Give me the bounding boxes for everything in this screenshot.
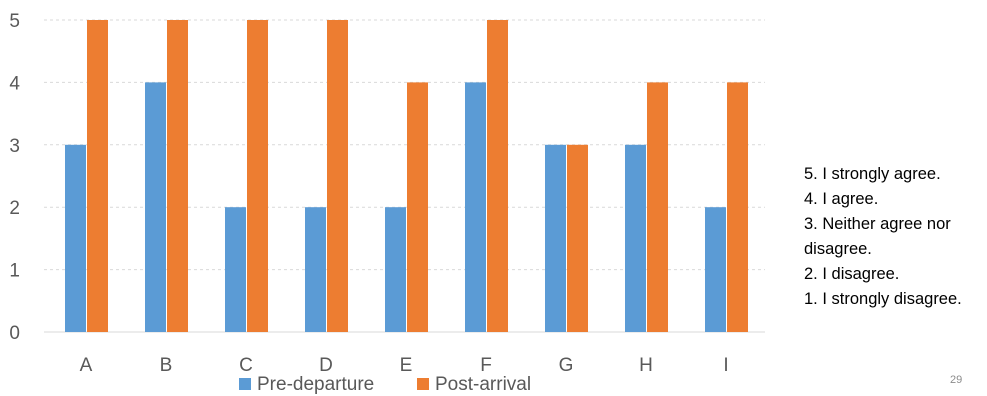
bar-post-arrival-i	[727, 82, 748, 333]
x-tick-label: B	[160, 355, 173, 376]
x-tick-label: A	[80, 355, 93, 376]
bar-post-arrival-b	[167, 20, 188, 332]
bar-pre-departure-d	[305, 207, 326, 332]
scale-line: 1. I strongly disagree.	[804, 290, 962, 308]
y-tick-label: 5	[9, 11, 20, 32]
x-axis-ticks: A B C D E F G H I	[80, 355, 729, 376]
bar-pre-departure-h	[625, 144, 646, 332]
y-tick-label: 1	[9, 261, 20, 282]
x-tick-label: H	[639, 355, 653, 376]
x-tick-label: G	[559, 355, 574, 376]
bar-pre-departure-i	[705, 207, 726, 332]
y-axis-ticks: 0 1 2 3 4 5	[9, 11, 20, 344]
bar-post-arrival-h	[647, 82, 668, 333]
legend-label: Post-arrival	[435, 374, 531, 395]
scale-line: 3. Neither agree nor	[804, 215, 951, 233]
x-tick-label: E	[400, 355, 413, 376]
y-tick-label: 2	[9, 198, 20, 219]
legend-swatch	[417, 378, 429, 390]
x-tick-label: I	[723, 355, 728, 376]
legend-label: Pre-departure	[257, 374, 374, 395]
y-tick-label: 3	[9, 136, 20, 157]
bar-post-arrival-a	[87, 20, 108, 332]
bar-pre-departure-a	[65, 144, 86, 332]
legend-swatch	[239, 378, 251, 390]
y-tick-label: 0	[9, 323, 20, 344]
bar-post-arrival-c	[247, 20, 268, 332]
scale-line: disagree.	[804, 240, 872, 258]
scale-line: 2. I disagree.	[804, 265, 900, 283]
bar-pre-departure-c	[225, 207, 246, 332]
response-scale-legend: 5. I strongly agree. 4. I agree. 3. Neit…	[804, 162, 982, 312]
x-tick-label: C	[239, 355, 253, 376]
bar-pre-departure-e	[385, 207, 406, 332]
y-tick-label: 4	[9, 73, 20, 94]
bar-pre-departure-g	[545, 144, 566, 332]
bar-post-arrival-f	[487, 20, 508, 332]
bar-pre-departure-f	[465, 82, 486, 333]
scale-line: 5. I strongly agree.	[804, 165, 941, 183]
bar-post-arrival-e	[407, 82, 428, 333]
page-number: 29	[950, 374, 963, 386]
legend: Pre-departure Post-arrival	[239, 374, 531, 395]
x-tick-label: F	[480, 355, 492, 376]
x-tick-label: D	[319, 355, 333, 376]
bar-post-arrival-d	[327, 20, 348, 332]
scale-line: 4. I agree.	[804, 190, 879, 208]
bar-pre-departure-b	[145, 82, 166, 333]
bars	[65, 20, 748, 333]
bar-post-arrival-g	[567, 144, 588, 332]
